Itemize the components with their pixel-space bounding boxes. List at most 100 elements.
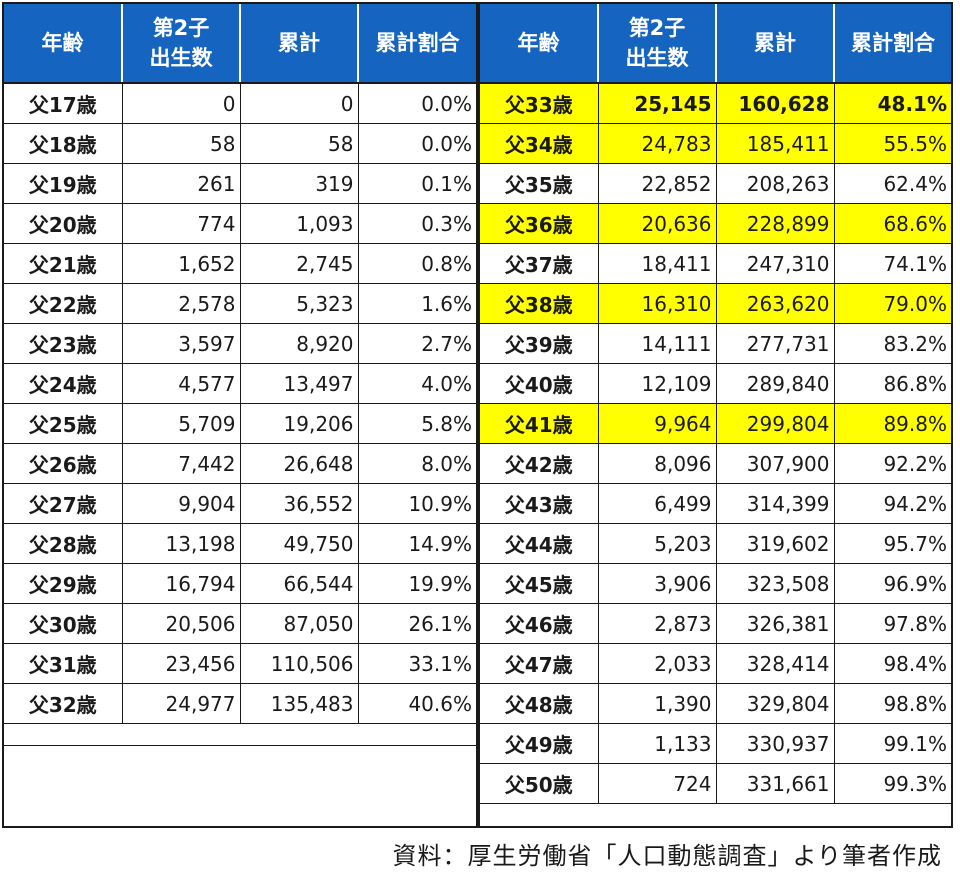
cumulative-cell: 26,648 xyxy=(240,443,359,484)
ratio-cell: 0.0% xyxy=(358,83,476,124)
ratio-cell: 33.1% xyxy=(358,643,476,684)
ratio-cell: 5.8% xyxy=(358,403,476,444)
right-table: 年齢 第2子 出生数 累計 累計割合 父33歳 25,145 160,628 48.1%… xyxy=(480,4,951,804)
age-cell: 父18歳 xyxy=(4,123,123,164)
left-header-row: 年齢 第2子 出生数 累計 累計割合 xyxy=(4,4,476,84)
cumulative-cell: 228,899 xyxy=(716,203,835,244)
ratio-cell: 14.9% xyxy=(358,523,476,564)
left-table-body: 父17歳 0 0 0.0% 父18歳 58 58 0.0% 父19歳 261 319 0.1% 父20歳… xyxy=(4,83,476,724)
births-cell: 22,852 xyxy=(598,163,717,204)
table-row: 父20歳 774 1,093 0.3% xyxy=(4,203,476,244)
table-row: 父38歳 16,310 263,620 79.0% xyxy=(480,283,951,324)
ratio-cell: 83.2% xyxy=(834,323,951,364)
cumulative-cell: 289,840 xyxy=(716,363,835,404)
cumulative-cell: 19,206 xyxy=(240,403,359,444)
source-note: 資料：厚生労働省「人口動態調査」より筆者作成 xyxy=(392,842,942,870)
ratio-cell: 98.4% xyxy=(834,643,951,684)
cumulative-cell: 2,745 xyxy=(240,243,359,284)
left-table: 年齢 第2子 出生数 累計 累計割合 父17歳 0 0 0.0% 父18歳 58 58 0.0%… xyxy=(4,4,476,724)
header-ratio: 累計割合 xyxy=(834,4,951,84)
table-row: 父31歳 23,456 110,506 33.1% xyxy=(4,643,476,684)
table-row: 父30歳 20,506 87,050 26.1% xyxy=(4,603,476,644)
cumulative-cell: 329,804 xyxy=(716,683,835,724)
age-cell: 父26歳 xyxy=(4,443,123,484)
births-cell: 5,709 xyxy=(122,403,241,444)
age-cell: 父48歳 xyxy=(480,683,599,724)
births-cell: 9,904 xyxy=(122,483,241,524)
age-cell: 父43歳 xyxy=(480,483,599,524)
table-row: 父27歳 9,904 36,552 10.9% xyxy=(4,483,476,524)
births-cell: 12,109 xyxy=(598,363,717,404)
births-cell: 23,456 xyxy=(122,643,241,684)
table-row: 父43歳 6,499 314,399 94.2% xyxy=(480,483,951,524)
table-row: 父45歳 3,906 323,508 96.9% xyxy=(480,563,951,604)
births-cell: 3,597 xyxy=(122,323,241,364)
cumulative-cell: 208,263 xyxy=(716,163,835,204)
cumulative-cell: 1,093 xyxy=(240,203,359,244)
cumulative-cell: 5,323 xyxy=(240,283,359,324)
table-row: 父46歳 2,873 326,381 97.8% xyxy=(480,603,951,644)
births-cell: 13,198 xyxy=(122,523,241,564)
cumulative-cell: 49,750 xyxy=(240,523,359,564)
births-cell: 1,652 xyxy=(122,243,241,284)
ratio-cell: 0.1% xyxy=(358,163,476,204)
age-cell: 父29歳 xyxy=(4,563,123,604)
births-cell: 2,578 xyxy=(122,283,241,324)
ratio-cell: 48.1% xyxy=(834,83,951,124)
cumulative-cell: 319,602 xyxy=(716,523,835,564)
ratio-cell: 26.1% xyxy=(358,603,476,644)
table-row: 父28歳 13,198 49,750 14.9% xyxy=(4,523,476,564)
table-row: 父17歳 0 0 0.0% xyxy=(4,83,476,124)
empty-area xyxy=(4,745,476,826)
births-cell: 9,964 xyxy=(598,403,717,444)
table-row: 父44歳 5,203 319,602 95.7% xyxy=(480,523,951,564)
age-cell: 父36歳 xyxy=(480,203,599,244)
ratio-cell: 89.8% xyxy=(834,403,951,444)
ratio-cell: 86.8% xyxy=(834,363,951,404)
births-cell: 20,506 xyxy=(122,603,241,644)
cumulative-cell: 326,381 xyxy=(716,603,835,644)
cumulative-cell: 135,483 xyxy=(240,683,359,724)
ratio-cell: 10.9% xyxy=(358,483,476,524)
age-cell: 父33歳 xyxy=(480,83,599,124)
ratio-cell: 4.0% xyxy=(358,363,476,404)
age-cell: 父50歳 xyxy=(480,763,599,804)
cumulative-cell: 58 xyxy=(240,123,359,164)
births-cell: 774 xyxy=(122,203,241,244)
age-cell: 父20歳 xyxy=(4,203,123,244)
age-cell: 父32歳 xyxy=(4,683,123,724)
age-cell: 父37歳 xyxy=(480,243,599,284)
cumulative-cell: 185,411 xyxy=(716,123,835,164)
births-cell: 16,310 xyxy=(598,283,717,324)
age-cell: 父28歳 xyxy=(4,523,123,564)
table-row: 父21歳 1,652 2,745 0.8% xyxy=(4,243,476,284)
births-cell: 3,906 xyxy=(598,563,717,604)
table-row: 父36歳 20,636 228,899 68.6% xyxy=(480,203,951,244)
ratio-cell: 68.6% xyxy=(834,203,951,244)
table-row: 父23歳 3,597 8,920 2.7% xyxy=(4,323,476,364)
age-cell: 父35歳 xyxy=(480,163,599,204)
age-cell: 父38歳 xyxy=(480,283,599,324)
table-row: 父41歳 9,964 299,804 89.8% xyxy=(480,403,951,444)
age-cell: 父24歳 xyxy=(4,363,123,404)
cumulative-cell: 66,544 xyxy=(240,563,359,604)
table-row: 父40歳 12,109 289,840 86.8% xyxy=(480,363,951,404)
right-header-row: 年齢 第2子 出生数 累計 累計割合 xyxy=(480,4,951,84)
age-cell: 父49歳 xyxy=(480,723,599,764)
ratio-cell: 79.0% xyxy=(834,283,951,324)
cumulative-cell: 263,620 xyxy=(716,283,835,324)
age-cell: 父34歳 xyxy=(480,123,599,164)
births-cell: 24,783 xyxy=(598,123,717,164)
age-cell: 父17歳 xyxy=(4,83,123,124)
births-cell: 1,133 xyxy=(598,723,717,764)
cumulative-cell: 36,552 xyxy=(240,483,359,524)
ratio-cell: 19.9% xyxy=(358,563,476,604)
table-row: 父42歳 8,096 307,900 92.2% xyxy=(480,443,951,484)
ratio-cell: 96.9% xyxy=(834,563,951,604)
table-row: 父37歳 18,411 247,310 74.1% xyxy=(480,243,951,284)
ratio-cell: 8.0% xyxy=(358,443,476,484)
age-cell: 父19歳 xyxy=(4,163,123,204)
births-cell: 0 xyxy=(122,83,241,124)
age-cell: 父42歳 xyxy=(480,443,599,484)
age-cell: 父45歳 xyxy=(480,563,599,604)
